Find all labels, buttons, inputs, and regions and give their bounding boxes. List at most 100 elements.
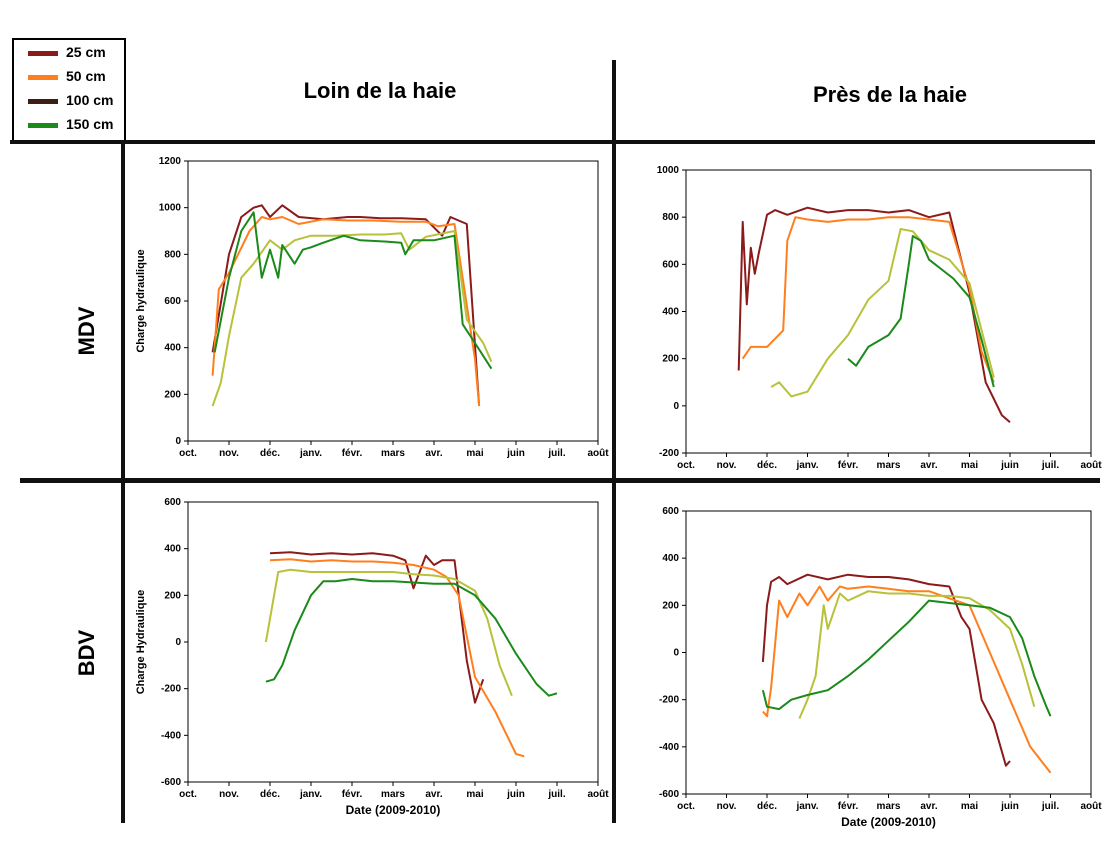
row-title-bdv: BDV bbox=[74, 613, 100, 693]
x-tick-label: avr. bbox=[425, 448, 442, 459]
x-tick-label: juil. bbox=[547, 789, 565, 800]
x-tick-label: août bbox=[1080, 460, 1102, 471]
x-tick-label: juin bbox=[1000, 460, 1019, 471]
y-tick-label: -400 bbox=[161, 730, 181, 741]
x-tick-label: avr. bbox=[920, 460, 937, 471]
x-tick-label: juin bbox=[1000, 801, 1019, 812]
x-tick-label: juin bbox=[506, 448, 525, 459]
column-title-near: Près de la haie bbox=[760, 82, 1020, 108]
legend-item-25cm: 25 cm bbox=[14, 42, 124, 64]
grid-divider-left bbox=[121, 140, 125, 823]
legend-item-100cm: 100 cm bbox=[14, 90, 124, 112]
x-tick-label: janv. bbox=[299, 789, 322, 800]
x-tick-label: août bbox=[587, 448, 609, 459]
legend-item-150cm: 150 cm bbox=[14, 114, 124, 136]
plot-area bbox=[188, 502, 598, 782]
x-tick-label: oct. bbox=[677, 801, 695, 812]
x-tick-label: mai bbox=[961, 801, 978, 812]
plot-area bbox=[188, 161, 598, 441]
x-tick-label: avr. bbox=[920, 801, 937, 812]
x-tick-label: mars bbox=[877, 801, 901, 812]
y-tick-label: 800 bbox=[662, 212, 679, 223]
legend-item-50cm: 50 cm bbox=[14, 66, 124, 88]
y-tick-label: 0 bbox=[175, 637, 181, 648]
x-tick-label: oct. bbox=[179, 448, 197, 459]
x-tick-label: nov. bbox=[219, 448, 239, 459]
legend: 25 cm 50 cm 100 cm 150 cm bbox=[12, 38, 126, 142]
y-axis-label: Charge hydraulique bbox=[135, 249, 147, 352]
y-tick-label: 0 bbox=[673, 648, 679, 659]
x-tick-label: juil. bbox=[547, 448, 565, 459]
x-tick-label: oct. bbox=[179, 789, 197, 800]
x-tick-label: févr. bbox=[342, 448, 363, 459]
y-tick-label: 800 bbox=[164, 249, 181, 260]
y-tick-label: 400 bbox=[662, 553, 679, 564]
y-tick-label: 200 bbox=[662, 600, 679, 611]
y-tick-label: 400 bbox=[164, 343, 181, 354]
x-tick-label: déc. bbox=[757, 801, 777, 812]
x-tick-label: déc. bbox=[757, 460, 777, 471]
y-tick-label: 600 bbox=[662, 506, 679, 517]
y-tick-label: 1200 bbox=[159, 156, 182, 167]
chart-mdv-near: 1000 800 600 400 200 0 -200oct. nov. déc. janv. fé… bbox=[618, 145, 1102, 475]
y-tick-label: 1000 bbox=[657, 165, 680, 176]
y-tick-label: 200 bbox=[662, 354, 679, 365]
x-tick-label: févr. bbox=[342, 789, 363, 800]
x-tick-label: nov. bbox=[717, 460, 737, 471]
x-tick-label: mars bbox=[381, 448, 405, 459]
x-axis-label: Date (2009-2010) bbox=[346, 803, 441, 817]
legend-label: 100 cm bbox=[66, 92, 113, 108]
y-tick-label: -200 bbox=[659, 448, 679, 459]
legend-label: 150 cm bbox=[66, 116, 113, 132]
legend-label: 50 cm bbox=[66, 68, 106, 84]
x-tick-label: févr. bbox=[838, 460, 859, 471]
x-tick-label: nov. bbox=[219, 789, 239, 800]
x-tick-label: mai bbox=[466, 448, 483, 459]
y-tick-label: -400 bbox=[659, 742, 679, 753]
x-axis-label: Date (2009-2010) bbox=[841, 815, 936, 829]
x-tick-label: janv. bbox=[795, 460, 818, 471]
y-tick-label: -200 bbox=[161, 684, 181, 695]
x-tick-label: févr. bbox=[838, 801, 859, 812]
x-tick-label: mars bbox=[381, 789, 405, 800]
y-tick-label: 600 bbox=[164, 296, 181, 307]
x-tick-label: juin bbox=[506, 789, 525, 800]
legend-swatch bbox=[28, 51, 58, 56]
plot-area bbox=[686, 511, 1091, 794]
y-tick-label: 400 bbox=[164, 544, 181, 555]
grid-divider-center bbox=[612, 60, 616, 823]
x-tick-label: juil. bbox=[1041, 460, 1059, 471]
y-tick-label: -200 bbox=[659, 695, 679, 706]
x-tick-label: nov. bbox=[717, 801, 737, 812]
legend-swatch bbox=[28, 75, 58, 80]
legend-label: 25 cm bbox=[66, 44, 106, 60]
y-tick-label: 200 bbox=[164, 389, 181, 400]
y-tick-label: 1000 bbox=[159, 203, 182, 214]
x-tick-label: déc. bbox=[260, 448, 280, 459]
x-tick-label: mars bbox=[877, 460, 901, 471]
y-tick-label: -600 bbox=[161, 777, 181, 788]
y-axis-label: Charge Hydraulique bbox=[135, 590, 147, 695]
x-tick-label: déc. bbox=[260, 789, 280, 800]
y-tick-label: 600 bbox=[164, 497, 181, 508]
x-tick-label: juil. bbox=[1041, 801, 1059, 812]
y-tick-label: 400 bbox=[662, 307, 679, 318]
x-tick-label: janv. bbox=[299, 448, 322, 459]
x-tick-label: août bbox=[587, 789, 609, 800]
column-title-far: Loin de la haie bbox=[250, 78, 510, 104]
x-tick-label: janv. bbox=[795, 801, 818, 812]
x-tick-label: août bbox=[1080, 801, 1102, 812]
y-tick-label: 600 bbox=[662, 259, 679, 270]
row-title-mdv: MDV bbox=[74, 291, 100, 371]
legend-swatch bbox=[28, 99, 58, 104]
legend-swatch bbox=[28, 123, 58, 128]
y-tick-label: 0 bbox=[673, 401, 679, 412]
grid-divider-middle bbox=[20, 478, 1100, 483]
y-tick-label: -600 bbox=[659, 789, 679, 800]
y-tick-label: 0 bbox=[175, 436, 181, 447]
x-tick-label: mai bbox=[961, 460, 978, 471]
x-tick-label: oct. bbox=[677, 460, 695, 471]
